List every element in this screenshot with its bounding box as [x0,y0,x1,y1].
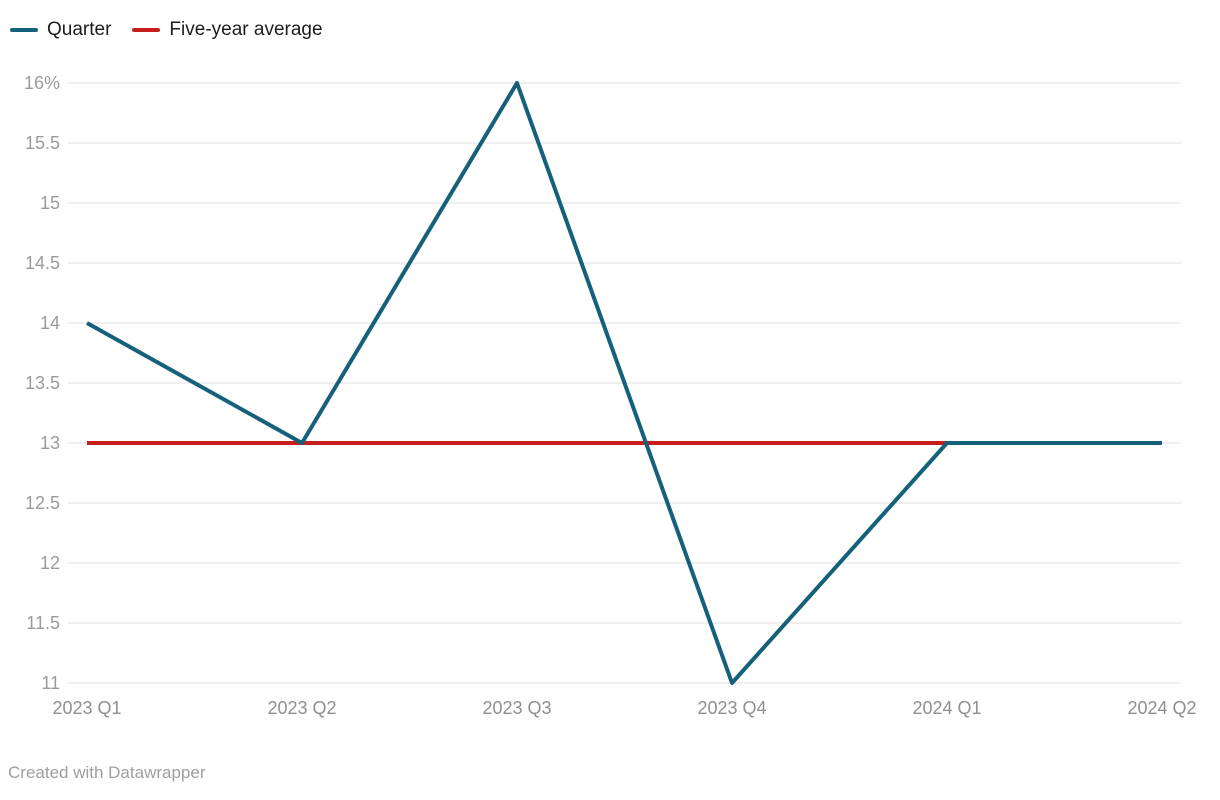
x-tick-label: 2023 Q2 [267,698,336,718]
x-tick-label: 2024 Q1 [912,698,981,718]
legend-item-five-year-average: Five-year average [132,19,323,41]
y-tick-label: 15.5 [25,133,60,153]
legend-item-label: Five-year average [169,19,323,40]
five-year-average-line-swatch-icon [132,28,161,32]
y-tick-label: 14.5 [25,253,60,273]
y-tick-label: 14 [40,313,60,333]
y-tick-label: 13 [40,433,60,453]
y-tick-label: 11 [41,673,60,693]
x-tick-label: 2023 Q4 [697,698,766,718]
chart-legend: Quarter Five-year average [10,19,323,41]
series-line-quarter [86,81,1162,685]
x-tick-label: 2023 Q3 [482,698,551,718]
y-tick-label: 11.5 [26,613,60,633]
y-tick-label: 16% [24,73,60,93]
legend-item-label: Quarter [47,19,112,40]
y-tick-label: 12.5 [25,493,60,513]
y-tick-label: 15 [40,193,60,213]
quarter-line-swatch-icon [10,28,38,32]
datawrapper-attribution-link[interactable]: Created with Datawrapper [8,763,206,782]
x-tick-label: 2023 Q1 [52,698,121,718]
y-tick-label: 12 [40,553,60,573]
y-tick-label: 13.5 [25,373,60,393]
x-tick-label: 2024 Q2 [1127,698,1196,718]
legend-item-quarter: Quarter [10,19,111,41]
